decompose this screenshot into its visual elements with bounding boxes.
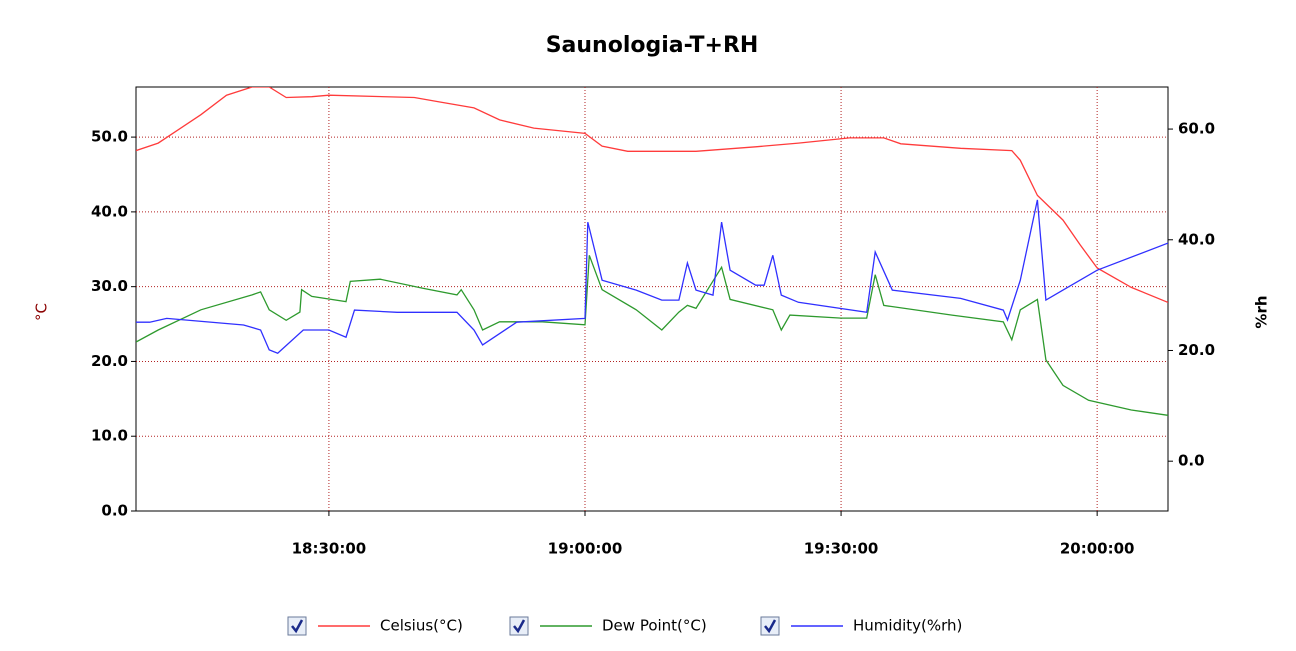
- series-line: [136, 87, 1168, 304]
- y2-tick-label: 20.0: [1178, 341, 1215, 359]
- y2-tick-label: 60.0: [1178, 120, 1215, 138]
- x-tick-label: 19:00:00: [548, 540, 623, 558]
- x-tick-label: 19:30:00: [804, 540, 879, 558]
- legend-checkbox[interactable]: [287, 616, 307, 636]
- x-tick-label: 18:30:00: [292, 540, 367, 558]
- legend-checkbox[interactable]: [509, 616, 529, 636]
- series-line: [136, 255, 1168, 416]
- series-line: [136, 199, 1168, 354]
- y-axis-label: °C: [33, 303, 51, 321]
- plot-frame: [135, 86, 1169, 512]
- series-group: [136, 87, 1168, 416]
- legend-check: [513, 619, 526, 634]
- y2-tick-label: 40.0: [1178, 230, 1215, 248]
- y-tick-label: 50.0: [91, 128, 128, 146]
- legend-check: [764, 619, 777, 634]
- y2-tick-label: 0.0: [1178, 452, 1205, 470]
- legend-check: [291, 619, 304, 634]
- legend-label: Humidity(%rh): [853, 617, 962, 635]
- y-tick-label: 40.0: [91, 202, 128, 220]
- y-tick-label: 20.0: [91, 352, 128, 370]
- legend-label: Celsius(°C): [380, 617, 463, 635]
- legend-checkbox[interactable]: [760, 616, 780, 636]
- legend-label: Dew Point(°C): [602, 617, 707, 635]
- x-tick-label: 20:00:00: [1060, 540, 1135, 558]
- y-tick-label: 0.0: [101, 502, 128, 520]
- y2-axis-label: %rh: [1253, 295, 1271, 328]
- y-tick-label: 30.0: [91, 277, 128, 295]
- chart-title: Saunologia-T+RH: [546, 33, 759, 58]
- y-tick-label: 10.0: [91, 427, 128, 445]
